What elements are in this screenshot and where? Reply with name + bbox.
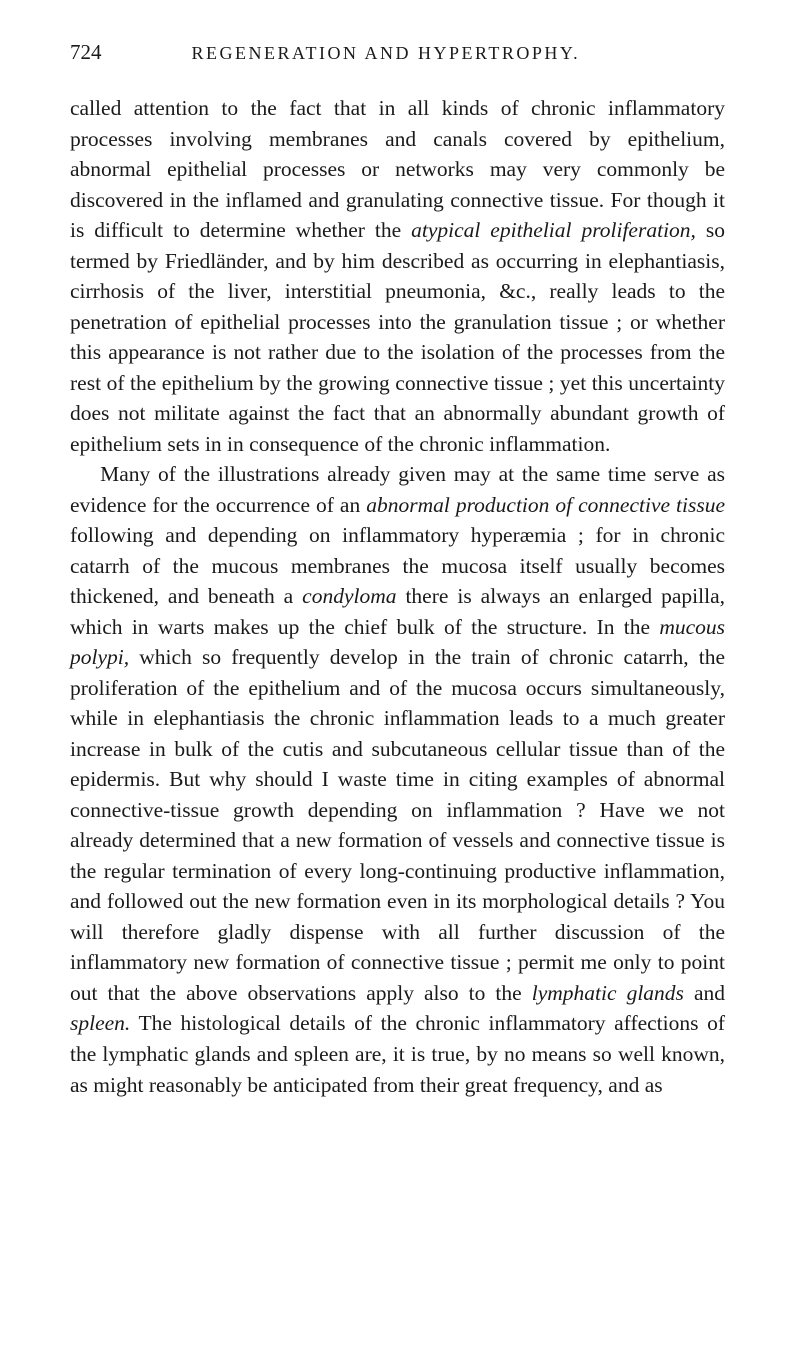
paragraph-2: Many of the illustrations already given … xyxy=(70,459,725,1100)
running-title: REGENERATION AND HYPERTROPHY. xyxy=(192,43,581,64)
italic-text: abnormal production of connective tissue xyxy=(366,493,725,517)
italic-text: atypical epithelial proliferation, xyxy=(411,218,696,242)
italic-text: lymphatic glands xyxy=(532,981,684,1005)
page: 724 REGENERATION AND HYPERTROPHY. called… xyxy=(0,0,800,1370)
text: The histological details of the chronic … xyxy=(70,1011,725,1096)
body-text: called attention to the fact that in all… xyxy=(70,93,725,1100)
text: so termed by Friedländer, and by him des… xyxy=(70,218,725,456)
text: and xyxy=(684,981,725,1005)
italic-text: condyloma xyxy=(302,584,396,608)
italic-text: spleen. xyxy=(70,1011,130,1035)
paragraph-1: called attention to the fact that in all… xyxy=(70,93,725,459)
text: which so frequently develop in the train… xyxy=(70,645,725,1005)
header: 724 REGENERATION AND HYPERTROPHY. xyxy=(70,40,725,65)
page-number: 724 xyxy=(70,40,102,65)
